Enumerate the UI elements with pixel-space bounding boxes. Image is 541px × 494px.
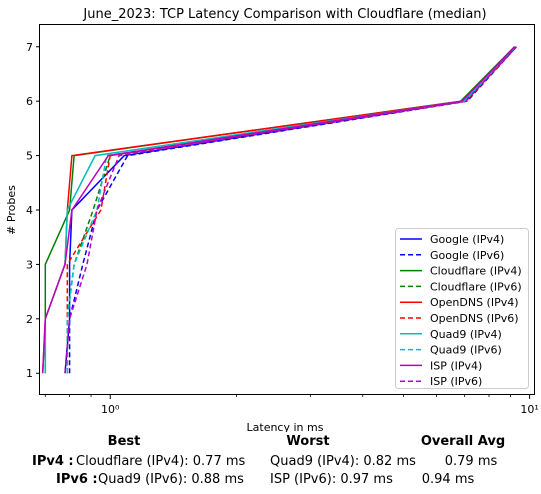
ipv4-worst: Quad9 (IPv4): 0.82 ms [270,454,416,469]
legend-label-google-ipv6: Google (IPv6) [430,249,504,262]
chart-title: June_2023: TCP Latency Comparison with C… [82,7,486,22]
legend-label-opendns-ipv6: OpenDNS (IPv6) [430,312,519,325]
y-axis-label: # Probes [5,185,18,235]
legend-label-google-ipv4: Google (IPv4) [430,233,504,246]
legend-label-isp-ipv6: ISP (IPv6) [430,375,482,388]
header-best: Best [107,434,141,449]
y-tick-label: 6 [26,95,33,108]
plot-lines [41,46,517,374]
legend-label-opendns-ipv4: OpenDNS (IPv4) [430,296,519,309]
header-worst: Worst [286,434,330,449]
y-tick-label: 7 [26,41,33,54]
legend-label-quad9-ipv6: Quad9 (IPv6) [430,344,502,357]
y-tick-label: 1 [26,367,33,380]
x-axis-label: Latency in ms [247,421,324,432]
x-tick-label: 10¹ [520,403,538,416]
legend-label-quad9-ipv4: Quad9 (IPv4) [430,328,502,341]
ipv6-overall-avg: 0.94 ms [421,472,475,487]
y-tick-label: 2 [26,313,33,326]
x-axis: 10⁰ 10¹ [44,395,539,416]
legend-label-cloudflare-ipv6: Cloudflare (IPv6) [430,280,522,293]
row-label-ipv6: IPv6 : [56,472,98,487]
y-tick-label: 5 [26,150,33,163]
series-line-isp-ipv6 [64,46,517,374]
legend-label-isp-ipv4: ISP (IPv4) [430,359,482,372]
y-tick-label: 4 [26,204,33,217]
row-label-ipv4: IPv4 : [32,454,74,469]
series-line-quad9-ipv6 [66,46,516,374]
x-tick-label: 10⁰ [101,403,120,416]
ipv4-best: Cloudflare (IPv4): 0.77 ms [76,454,246,469]
y-axis: 1 2 3 4 5 6 7 [26,41,40,380]
latency-chart: June_2023: TCP Latency Comparison with C… [5,7,539,432]
ipv6-best: Quad9 (IPv6): 0.88 ms [98,472,244,487]
header-overall-avg: Overall Avg [420,434,506,449]
series-line-google-ipv6 [68,46,517,374]
summary-table: Best Worst Overall Avg IPv4 : Cloudflare… [0,432,541,494]
y-tick-label: 3 [26,258,33,271]
legend-box [395,228,529,389]
ipv6-worst: ISP (IPv6): 0.97 ms [270,472,393,487]
legend-label-cloudflare-ipv4: Cloudflare (IPv4) [430,265,522,278]
ipv4-overall-avg: 0.79 ms [444,454,498,469]
legend: Google (IPv4) Google (IPv6) Cloudflare (IP… [395,228,529,389]
